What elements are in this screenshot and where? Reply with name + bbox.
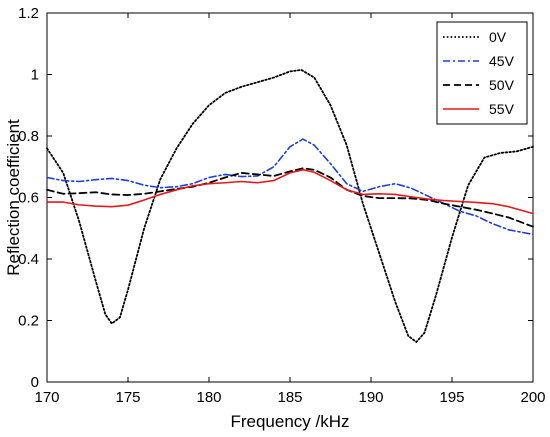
y-tick-label: 1.2: [18, 5, 39, 22]
x-tick-label: 170: [34, 389, 59, 406]
legend-label-0v: 0V: [489, 29, 507, 45]
x-axis-label: Frequency /kHz: [230, 412, 349, 431]
series-line-50v: [46, 167, 534, 228]
legend-label-55v: 55V: [489, 101, 515, 117]
x-tick-label: 200: [520, 389, 545, 406]
series-line-55v: [46, 169, 534, 215]
legend-label-45v: 45V: [489, 53, 515, 69]
x-tick-label: 195: [439, 389, 464, 406]
y-tick-label: 0.8: [18, 128, 39, 145]
x-tick-label: 175: [115, 389, 140, 406]
y-tick-label: 0.4: [18, 251, 39, 268]
series-layer: [46, 68, 534, 343]
y-tick-label: 1: [31, 67, 39, 84]
x-tick-label: 180: [196, 389, 221, 406]
legend-box: [436, 21, 528, 125]
plot-area: 170 175 180 185 190 195 200 0 0.2 0.4 0.6 0.8 1 1.2: [18, 5, 545, 406]
legend-label-50v: 50V: [489, 77, 515, 93]
x-tick-label: 185: [277, 389, 302, 406]
x-axis: 170 175 180 185 190 195 200: [34, 13, 546, 406]
y-tick-label: 0.6: [18, 190, 39, 207]
y-tick-label: 0.2: [18, 313, 39, 330]
series-line-0v: [46, 68, 534, 343]
x-tick-label: 190: [358, 389, 383, 406]
series-line-45v: [46, 138, 534, 236]
y-tick-label: 0: [31, 374, 39, 391]
y-axis-label: Reflection coefficient: [4, 119, 23, 276]
legend: 0V 45V 50V 55V: [436, 21, 528, 125]
y-axis: 0 0.2 0.4 0.6 0.8 1 1.2: [18, 5, 533, 391]
